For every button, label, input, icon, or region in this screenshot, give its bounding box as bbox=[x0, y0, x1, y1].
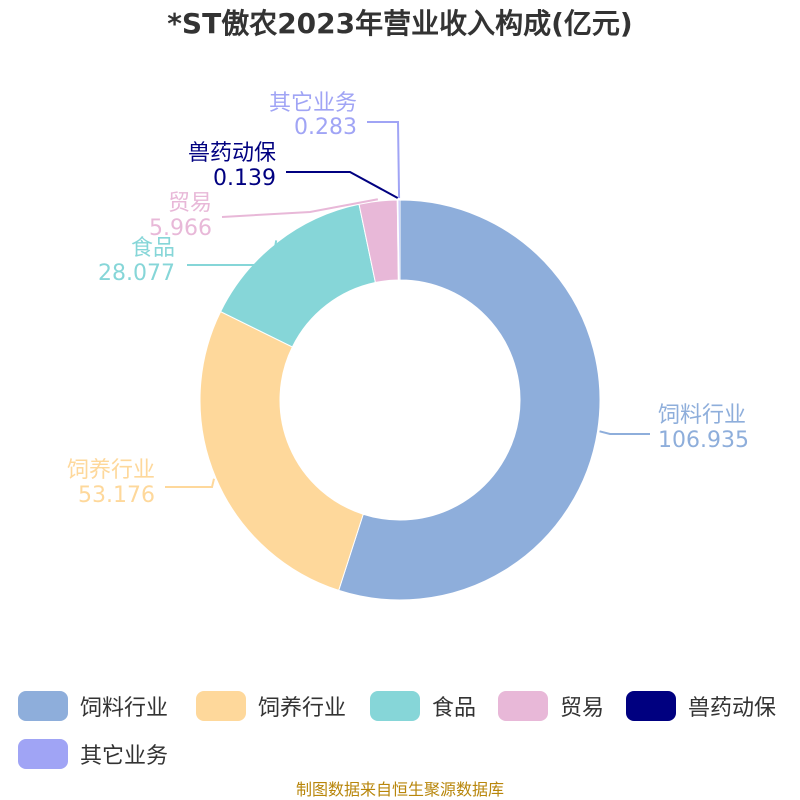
slice-label-value-1: 53.176 bbox=[78, 483, 155, 508]
legend-label: 兽药动保 bbox=[688, 696, 777, 721]
legend-label: 贸易 bbox=[560, 696, 605, 721]
legend-label: 其它业务 bbox=[80, 744, 169, 769]
legend-item-2[interactable]: 食品 bbox=[370, 688, 476, 724]
source-note: 制图数据来自恒生聚源数据库 bbox=[295, 780, 504, 799]
leader-line-0 bbox=[599, 430, 650, 435]
legend-item-0[interactable]: 饲料行业 bbox=[18, 688, 168, 724]
slice-label-name-3: 贸易 bbox=[168, 191, 212, 216]
slice-5[interactable] bbox=[397, 199, 401, 281]
slice-label-value-2: 28.077 bbox=[98, 261, 175, 286]
leader-line-1 bbox=[165, 478, 215, 488]
slice-label-value-3: 5.966 bbox=[149, 216, 212, 241]
legend-swatch bbox=[498, 691, 548, 721]
legend-label: 饲养行业 bbox=[258, 696, 347, 721]
legend-item-4[interactable]: 兽药动保 bbox=[626, 688, 776, 724]
legend-swatch bbox=[18, 691, 68, 721]
slice-label-name-4: 兽药动保 bbox=[188, 141, 276, 166]
legend-swatch bbox=[18, 739, 68, 769]
legend-item-3[interactable]: 贸易 bbox=[498, 688, 604, 724]
legend-item-1[interactable]: 饲养行业 bbox=[196, 688, 346, 724]
slice-label-name-0: 饲料行业 bbox=[658, 403, 746, 428]
slice-label-value-4: 0.139 bbox=[213, 166, 276, 191]
slice-label-value-5: 0.283 bbox=[294, 115, 357, 140]
chart-title: *ST傲农2023年营业收入构成(亿元) bbox=[167, 7, 633, 40]
legend-swatch bbox=[370, 691, 420, 721]
leader-line-4 bbox=[286, 171, 399, 199]
slice-label-name-5: 其它业务 bbox=[269, 91, 357, 116]
leader-line-5 bbox=[367, 121, 401, 199]
slice-label-name-1: 饲养行业 bbox=[67, 458, 155, 483]
leader-line-2 bbox=[187, 240, 278, 266]
legend-label: 饲料行业 bbox=[80, 696, 169, 721]
legend-label: 食品 bbox=[432, 696, 477, 721]
slice-0[interactable] bbox=[338, 199, 601, 601]
legend-swatch bbox=[626, 691, 676, 721]
legend-item-5[interactable]: 其它业务 bbox=[18, 736, 168, 772]
slice-label-name-2: 食品 bbox=[131, 236, 175, 261]
legend-swatch bbox=[196, 691, 246, 721]
leader-line-3 bbox=[221, 198, 379, 218]
slice-1[interactable] bbox=[199, 310, 364, 592]
slice-label-value-0: 106.935 bbox=[658, 428, 749, 453]
